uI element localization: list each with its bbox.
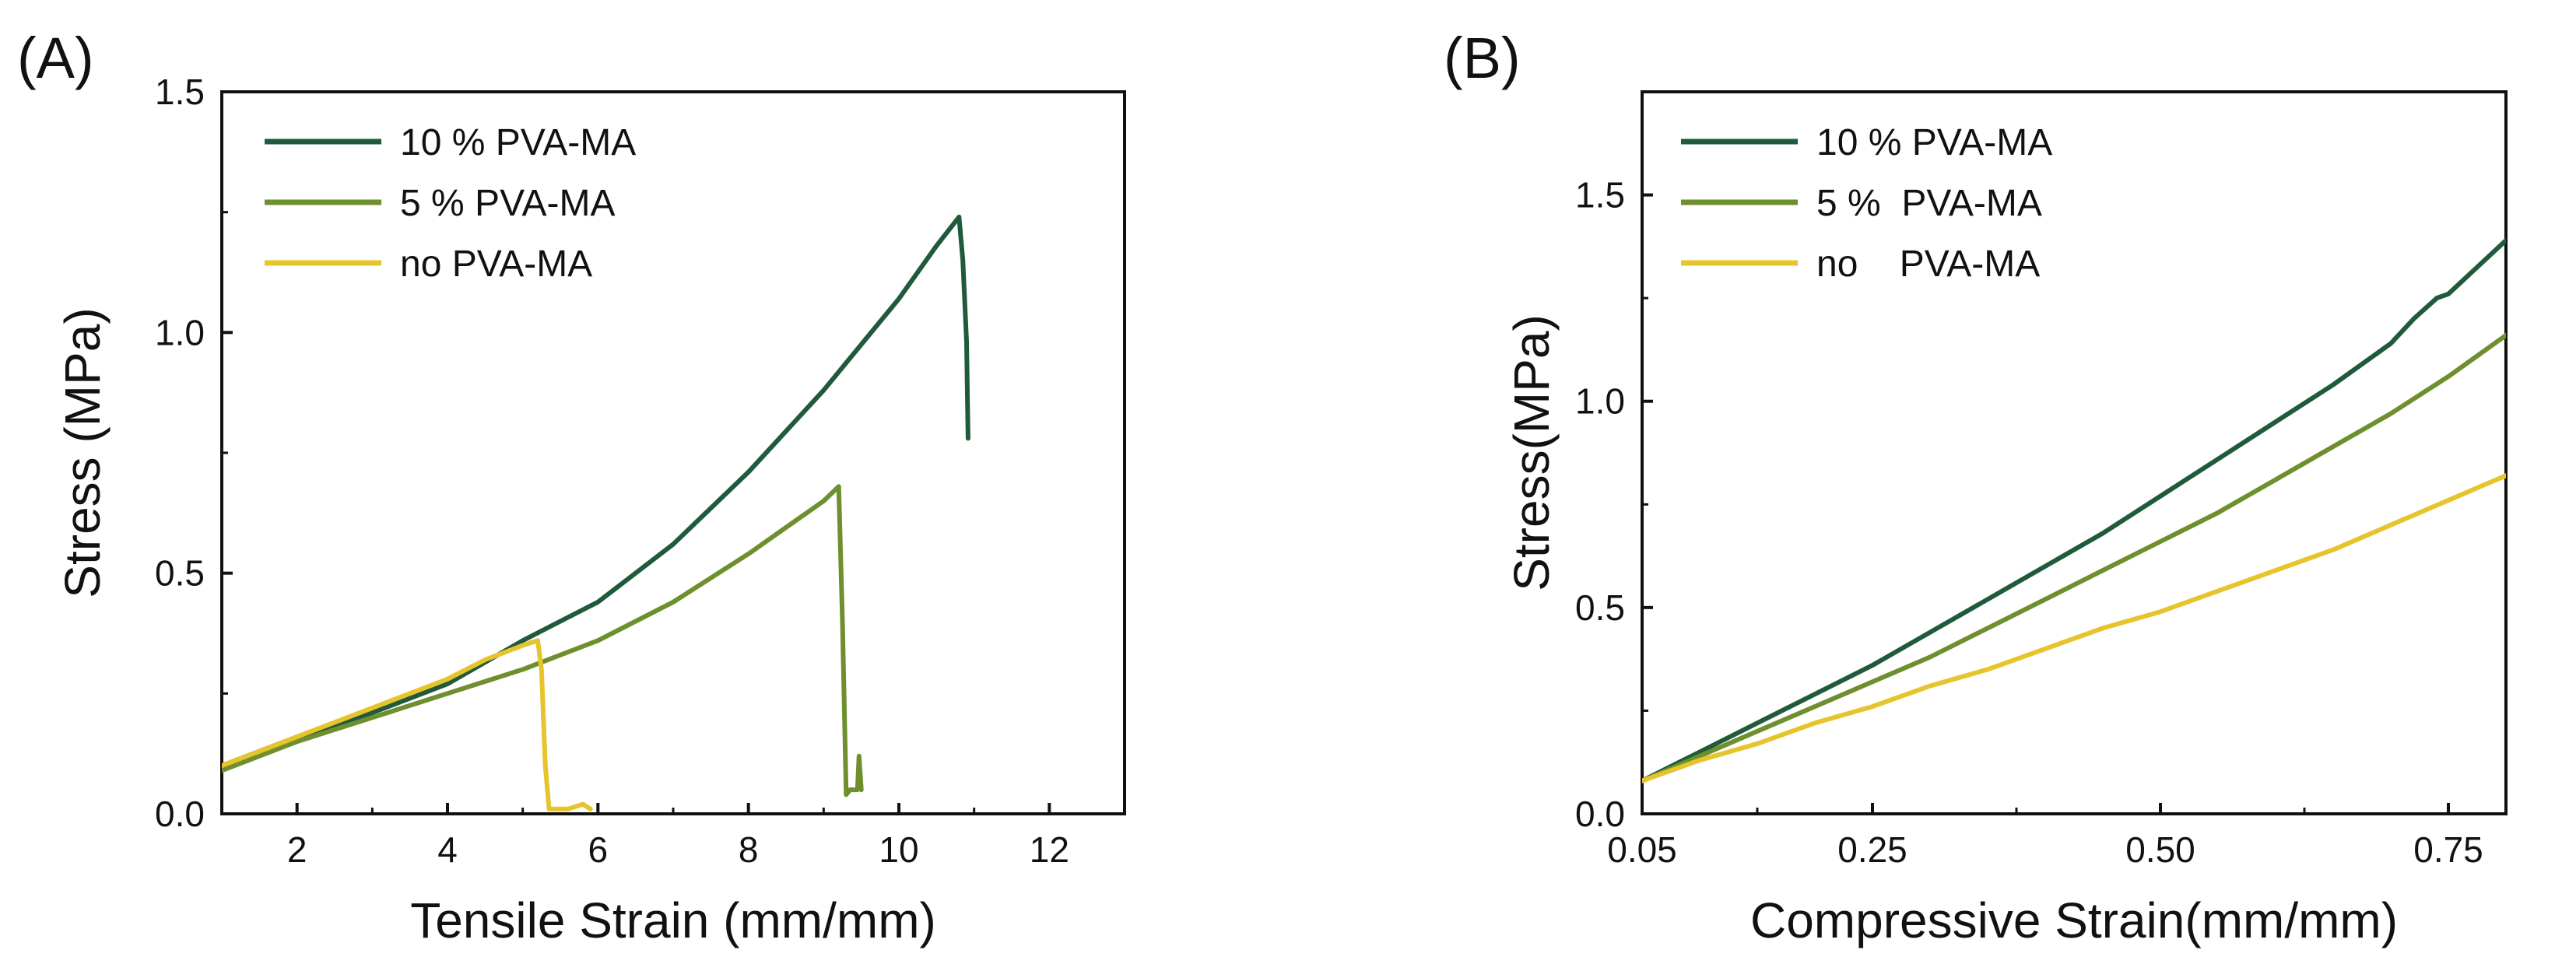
- panel-a-label: (A): [17, 26, 94, 90]
- panel-b-ylabel: Stress(MPa): [1504, 314, 1560, 591]
- panel-a-ylabel: Stress (MPa): [54, 307, 111, 598]
- panel-b-series-line-2: [1642, 332, 2506, 783]
- panel-a-series-line-1: [222, 214, 970, 769]
- panel-b-legend-label-3: no PVA-MA: [1816, 244, 2040, 285]
- panel-b-xtick-label: 0.05: [1607, 829, 1677, 870]
- panel-a-xtick-label: 8: [739, 829, 759, 870]
- panel-b-series: [1642, 237, 2506, 783]
- panel-a: (A) 2 4 6 8 10 12 0.0 0.5 1.0 1.5 Tensile Strain …: [17, 26, 1126, 948]
- panel-a-xtick-label: 10: [879, 829, 918, 870]
- panel-b-xtick-label: 0.25: [1837, 829, 1907, 870]
- panel-b-ticks: 0.05 0.25 0.50 0.75 0.0 0.5 1.0 1.5: [1575, 175, 2483, 870]
- panel-a-series: [222, 214, 970, 812]
- panel-b-xtick-label: 0.75: [2413, 829, 2483, 870]
- panel-b-legend: 10 % PVA-MA 5 % PVA-MA no PVA-MA: [1681, 122, 2052, 285]
- panel-b-ytick-label: 0.5: [1575, 587, 1625, 628]
- panel-a-legend-label-2: 5 % PVA-MA: [400, 183, 616, 224]
- panel-b-xtick-label: 0.50: [2125, 829, 2195, 870]
- panel-a-xtick-label: 2: [287, 829, 307, 870]
- panel-b-legend-label-1: 10 % PVA-MA: [1816, 122, 2052, 163]
- panel-a-series-line-2: [222, 484, 864, 797]
- panel-a-ytick-label: 0.0: [155, 794, 205, 834]
- panel-a-ticks: 2 4 6 8 10 12 0.0 0.5 1.0 1.5: [155, 72, 1069, 870]
- panel-b-series-line-3: [1642, 473, 2506, 783]
- panel-a-legend-label-3: no PVA-MA: [400, 244, 592, 285]
- panel-a-ytick-label: 1.0: [155, 312, 205, 352]
- panel-a-legend-label-1: 10 % PVA-MA: [400, 122, 636, 163]
- panel-a-legend: 10 % PVA-MA 5 % PVA-MA no PVA-MA: [265, 122, 636, 285]
- panel-a-xtick-label: 12: [1030, 829, 1069, 870]
- panel-b-legend-label-2: 5 % PVA-MA: [1816, 183, 2042, 224]
- panel-a-series-line-3: [222, 638, 593, 812]
- panel-a-xlabel: Tensile Strain (mm/mm): [410, 892, 936, 948]
- panel-b: (B) 0.05 0.25 0.50 0.75 0.0 0.5 1.0 1.5 Compres…: [1444, 26, 2508, 948]
- panel-b-plot-frame: [1641, 90, 2508, 815]
- panel-b-ytick-label: 0.0: [1575, 794, 1625, 834]
- panel-a-ytick-label: 1.5: [155, 72, 205, 112]
- panel-a-xtick-label: 6: [588, 829, 609, 870]
- panel-b-label: (B): [1444, 26, 1521, 90]
- panel-a-ytick-label: 0.5: [155, 553, 205, 594]
- panel-b-xlabel: Compressive Strain(mm/mm): [1750, 892, 2398, 948]
- panel-a-xtick-label: 4: [437, 829, 458, 870]
- panel-b-series-line-1: [1642, 237, 2506, 783]
- panel-b-ytick-label: 1.0: [1575, 381, 1625, 422]
- panel-b-ytick-label: 1.5: [1575, 175, 1625, 216]
